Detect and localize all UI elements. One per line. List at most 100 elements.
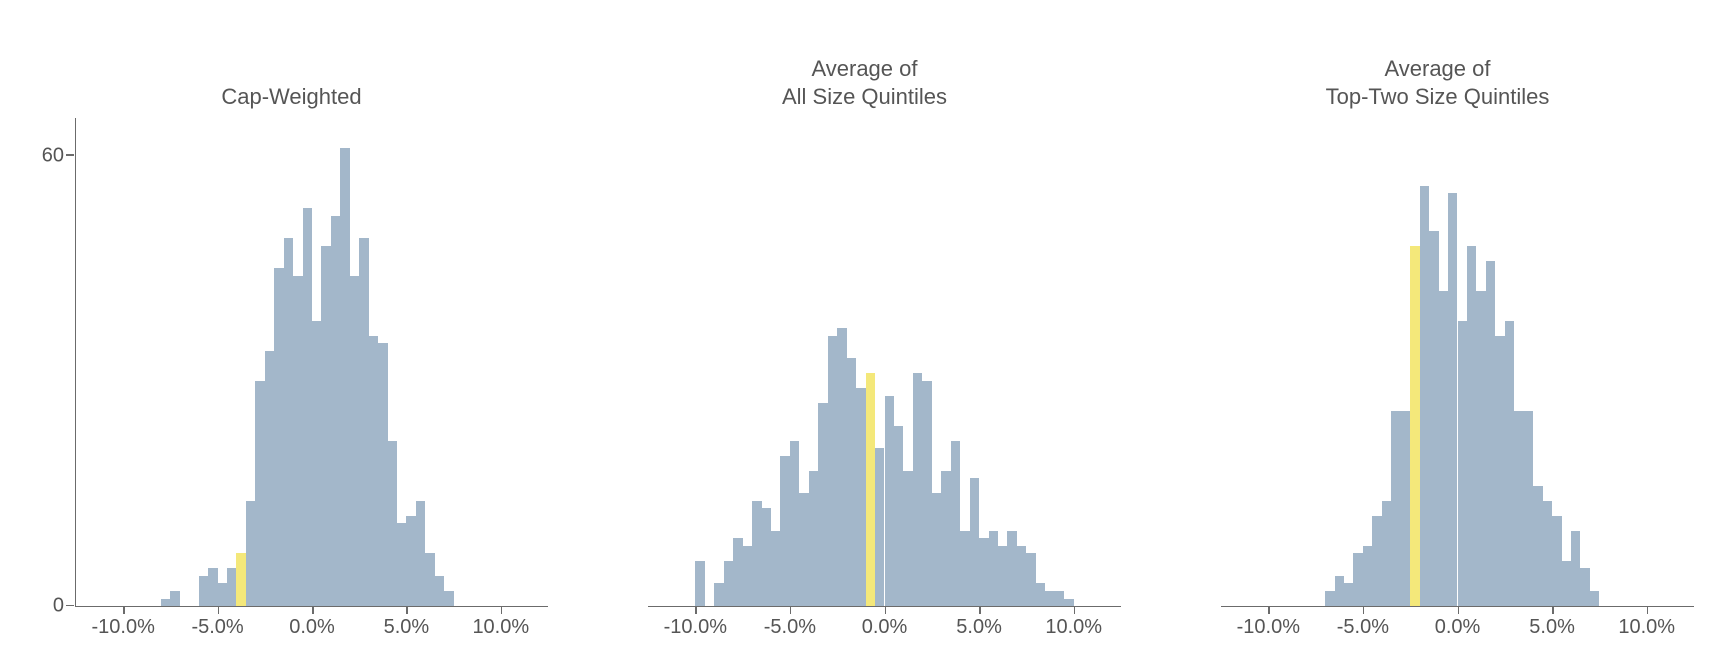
histogram-bar [743,546,752,606]
histogram-bar [284,238,293,606]
x-tick [1363,607,1365,614]
histogram-bar [378,343,387,606]
y-tick [66,605,74,607]
histogram-bar [894,426,903,606]
histogram-bar [246,501,255,606]
histogram-bar [255,381,264,606]
histogram-bar [724,561,733,606]
panel-title-line: Cap-Weighted [30,83,553,111]
histogram-bar [1486,261,1495,606]
histogram-bar [274,268,283,606]
histogram-bar [998,546,1007,606]
histogram-bar [161,599,170,607]
x-tick [1268,607,1270,614]
histogram-bar [265,351,274,606]
bars-layer [76,118,548,606]
highlight-bar [866,373,875,606]
histogram-bar [828,336,837,606]
histogram-bar [733,538,742,606]
x-tick-label: -5.0% [764,616,816,639]
histogram-bar [1382,501,1391,606]
histogram-bar [1571,531,1580,606]
x-tick-label: -5.0% [1337,616,1389,639]
histogram-bar [875,448,884,606]
x-tick [790,607,792,614]
histogram-bar [416,501,425,606]
x-tick [1647,607,1649,614]
chart-axes: -10.0%-5.0%0.0%5.0%10.0% [1221,118,1694,607]
histogram-bar [1007,531,1016,606]
histogram-bar [1505,321,1514,606]
histogram-bar [1590,591,1599,606]
histogram-bar [1401,411,1410,606]
histogram-bar [1353,553,1362,606]
histogram-bar [435,576,444,606]
x-tick [1074,607,1076,614]
histogram-bar [425,553,434,606]
histogram-bar [1524,411,1533,606]
histogram-bar [809,471,818,606]
chart-axes: 060-10.0%-5.0%0.0%5.0%10.0% [75,118,548,607]
histogram-bar [1552,516,1561,606]
x-tick [885,607,887,614]
histogram-bar [922,381,931,606]
highlight-bar [236,553,245,606]
plot-area: 060-10.0%-5.0%0.0%5.0%10.0% [75,118,548,607]
histogram-bar [303,208,312,606]
x-tick-label: 0.0% [1435,616,1481,639]
histogram-bar [1514,411,1523,606]
x-tick-label: 10.0% [1618,616,1675,639]
highlight-bar [1410,246,1419,606]
histogram-bar [218,583,227,606]
x-tick [218,607,220,614]
y-tick [66,154,74,156]
histogram-bar [199,576,208,606]
histogram-bar [1372,516,1381,606]
histogram-bar [406,516,415,606]
histogram-bar [941,471,950,606]
histogram-bar [856,388,865,606]
bars-layer [1221,118,1694,606]
histogram-bar [1533,486,1542,606]
histogram-bar [1429,231,1438,606]
chart-axes: -10.0%-5.0%0.0%5.0%10.0% [648,118,1121,607]
histogram-bar [951,441,960,606]
histogram-bar [1420,186,1429,606]
histogram-bar [932,493,941,606]
x-tick [406,607,408,614]
histogram-bar [1026,553,1035,606]
histogram-panel: Average ofTop-Two Size Quintiles-10.0%-5… [1176,30,1699,607]
histogram-bar [1036,583,1045,606]
x-tick-label: -10.0% [92,616,155,639]
histogram-bar [312,321,321,606]
histogram-bar [799,493,808,606]
histogram-bar [397,523,406,606]
histogram-bar [885,396,894,606]
histogram-bar [847,358,856,606]
histogram-bar [1017,546,1026,606]
histogram-bar [321,246,330,606]
y-tick-label: 0 [36,595,64,618]
histogram-bar [227,568,236,606]
histogram-bar [293,276,302,606]
histogram-bar [790,441,799,606]
histogram-bar [1439,291,1448,606]
x-tick [312,607,314,614]
x-tick-label: 0.0% [289,616,335,639]
histogram-bar [1448,193,1457,606]
histogram-bar [1045,591,1054,606]
x-tick-label: -5.0% [191,616,243,639]
x-tick-label: 5.0% [956,616,1002,639]
histogram-bar [350,276,359,606]
histogram-bar [818,403,827,606]
figure-container: Cap-Weighted060-10.0%-5.0%0.0%5.0%10.0%A… [0,0,1729,647]
histogram-bar [331,216,340,606]
histogram-panel: Average ofAll Size Quintiles-10.0%-5.0%0… [603,30,1126,607]
histogram-bar [388,441,397,606]
histogram-bar [1335,576,1344,606]
histogram-bar [989,531,998,606]
panel-title: Cap-Weighted [30,30,553,110]
histogram-bar [1363,546,1372,606]
histogram-bar [359,238,368,606]
histogram-bar [1391,411,1400,606]
